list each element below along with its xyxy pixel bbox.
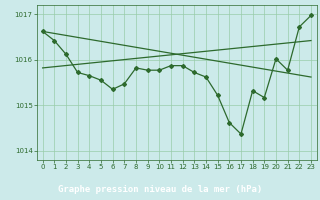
Text: Graphe pression niveau de la mer (hPa): Graphe pression niveau de la mer (hPa) [58,185,262,194]
